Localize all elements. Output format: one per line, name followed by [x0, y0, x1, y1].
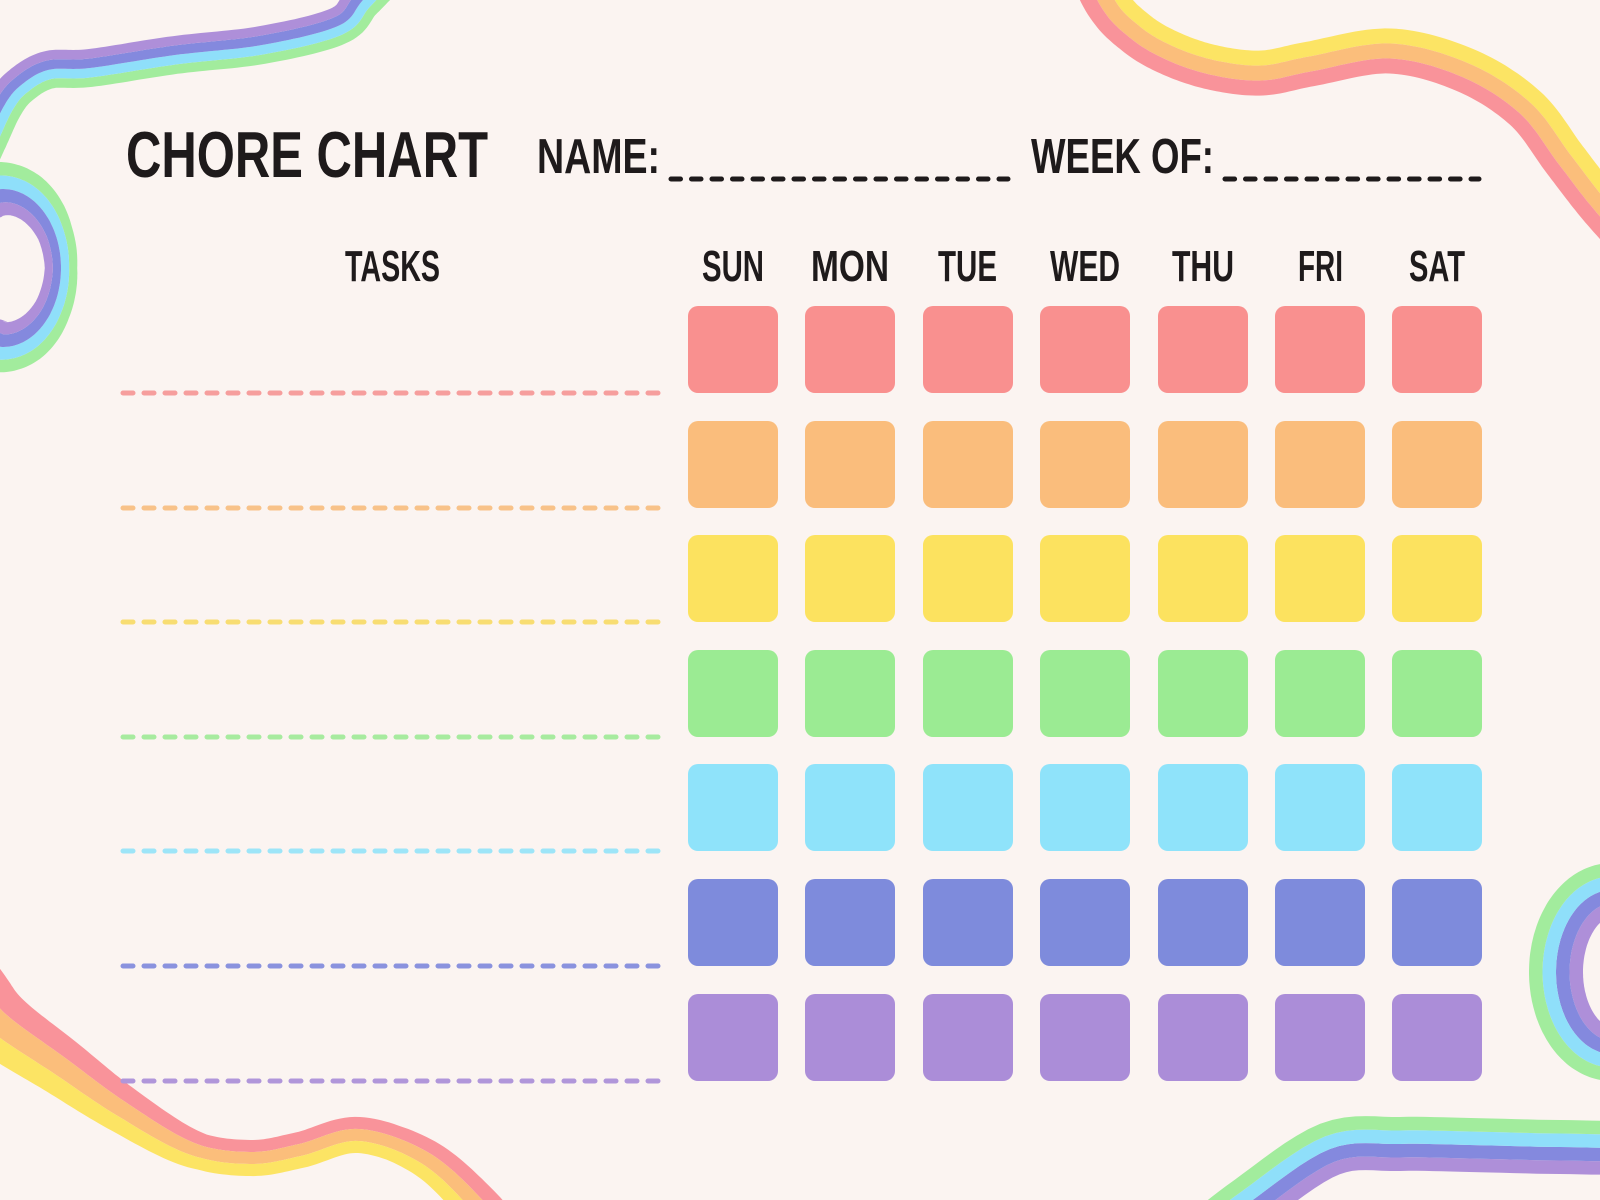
svg-text:FRI: FRI [1298, 242, 1343, 291]
svg-text:WEEK OF:: WEEK OF: [1031, 130, 1214, 184]
svg-text:WED: WED [1050, 242, 1120, 291]
svg-text:TASKS: TASKS [345, 242, 440, 291]
svg-text:SAT: SAT [1409, 242, 1465, 291]
svg-text:NAME:: NAME: [537, 130, 660, 184]
svg-text:SUN: SUN [702, 242, 764, 291]
svg-text:CHORE CHART: CHORE CHART [126, 118, 488, 191]
svg-text:THU: THU [1172, 242, 1234, 291]
svg-text:TUE: TUE [938, 242, 997, 291]
svg-text:MON: MON [811, 242, 889, 291]
